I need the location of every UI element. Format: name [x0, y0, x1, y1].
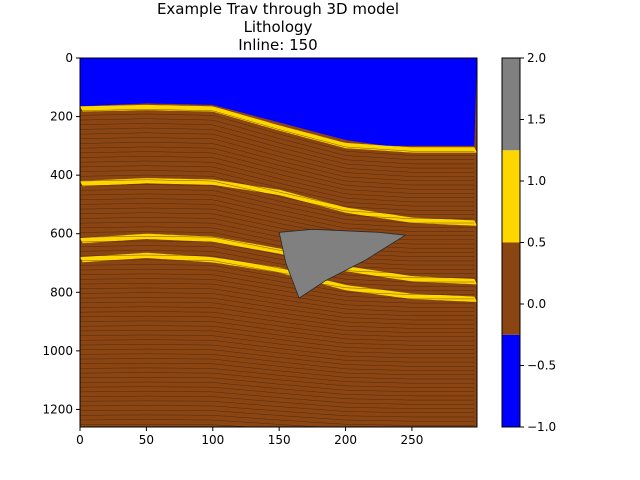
- x-tick-label: 150: [268, 433, 291, 447]
- colorbar-segment-3: [502, 150, 520, 242]
- colorbar-tick-label: 1.5: [527, 113, 546, 127]
- colorbar-tick-label: 1.0: [527, 174, 546, 188]
- y-tick-label: 200: [50, 110, 73, 124]
- colorbar-tick-label: 2.0: [527, 51, 546, 65]
- colorbar-tick-label: 0.5: [527, 236, 546, 250]
- x-axis: 0 50 100 150 200 250: [76, 427, 423, 447]
- y-tick-label: 1200: [42, 402, 73, 416]
- colorbar-segment-2: [502, 243, 520, 335]
- y-tick-label: 0: [65, 51, 73, 65]
- title-line-3: Inline: 150: [238, 36, 317, 54]
- x-tick-label: 200: [334, 433, 357, 447]
- y-tick-label: 400: [50, 168, 73, 182]
- colorbar-tick-label: 0.0: [527, 297, 546, 311]
- y-tick-label: 800: [50, 285, 73, 299]
- colorbar: 2.0 1.5 1.0 0.5 0.0 −0.5 −1.0: [502, 51, 556, 434]
- plot-area: [80, 58, 477, 442]
- colorbar-segment-1: [502, 335, 520, 427]
- x-tick-label: 250: [400, 433, 423, 447]
- chart-title: Example Trav through 3D model Lithology …: [157, 0, 399, 54]
- colorbar-tick-label: −0.5: [527, 359, 556, 373]
- y-tick-label: 1000: [42, 344, 73, 358]
- title-line-1: Example Trav through 3D model: [157, 0, 399, 18]
- x-tick-label: 50: [139, 433, 154, 447]
- colorbar-segment-4: [502, 58, 520, 150]
- title-line-2: Lithology: [244, 18, 313, 36]
- colorbar-tick-label: −1.0: [527, 420, 556, 434]
- y-tick-label: 600: [50, 227, 73, 241]
- x-tick-label: 0: [76, 433, 84, 447]
- y-axis: 0 200 400 600 800 1000 1200: [42, 51, 80, 416]
- x-tick-label: 100: [201, 433, 224, 447]
